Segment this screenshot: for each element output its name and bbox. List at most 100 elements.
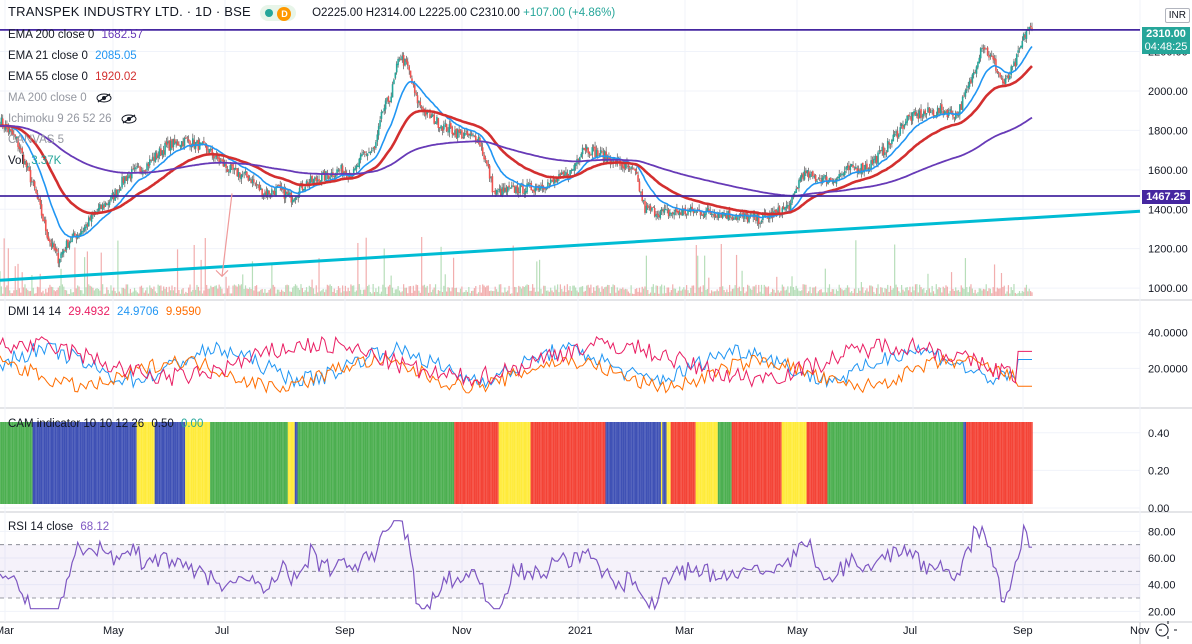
legend-rsi[interactable]: RSI 14 close 68.12 <box>8 521 109 533</box>
symbol-title[interactable]: TRANSPEK INDUSTRY LTD. · 1D · BSE <box>8 4 251 19</box>
volume-bar <box>648 293 650 296</box>
cam-bar <box>210 422 212 504</box>
candle-body <box>735 217 738 220</box>
volume-bar <box>312 288 315 296</box>
candle-body <box>920 109 922 119</box>
legend-canvas[interactable]: CANVAS 5 <box>8 134 64 146</box>
candle-body <box>352 169 355 176</box>
legend-ema21[interactable]: EMA 21 close 0 2085.05 <box>8 50 137 62</box>
volume-bar <box>644 286 646 296</box>
candle-body <box>29 170 32 183</box>
volume-bar <box>834 293 836 296</box>
candle-body <box>1021 40 1024 48</box>
volume-bar <box>235 285 237 296</box>
status-pill[interactable]: D <box>260 4 297 22</box>
currency-selector[interactable]: INR <box>1164 8 1190 23</box>
candle-body <box>659 211 662 218</box>
cam-bar <box>68 422 71 504</box>
candle-body <box>910 116 913 122</box>
legend-ma200[interactable]: MA 200 close 0 <box>8 92 112 104</box>
cam-bar <box>512 422 514 504</box>
volume-bar <box>452 257 455 296</box>
volume-bar <box>436 293 438 296</box>
volume-bar <box>540 288 542 296</box>
candle-body <box>519 184 521 194</box>
candle-body <box>699 211 702 216</box>
volume-bar <box>629 293 631 296</box>
hidden-eye-icon[interactable] <box>121 114 137 124</box>
cam-bar <box>605 422 607 504</box>
cam-bar <box>889 422 892 504</box>
candle-body <box>483 154 485 160</box>
candle-body <box>663 209 666 213</box>
legend-ichimoku[interactable]: Ichimoku 9 26 52 26 <box>8 113 137 125</box>
legend-dmi[interactable]: DMI 14 14 29.4932 24.9706 9.9590 <box>8 306 201 318</box>
candle-body <box>165 141 168 145</box>
candle-body <box>49 239 51 243</box>
volume-bar <box>110 285 112 296</box>
volume-bar <box>107 289 109 296</box>
volume-bar <box>888 291 890 296</box>
candle-body <box>674 209 677 212</box>
legend-volume[interactable]: Vol 3.37K <box>8 155 61 167</box>
volume-bar <box>70 289 72 296</box>
candle-body <box>630 167 632 169</box>
cam-bar <box>737 422 739 504</box>
candle-body <box>364 151 366 153</box>
volume-bar <box>742 287 745 296</box>
cam-bar <box>791 422 793 504</box>
cam-bar <box>289 422 291 504</box>
cam-bar <box>949 422 951 504</box>
cam-bar <box>144 422 147 504</box>
candle-body <box>68 242 71 248</box>
volume-bar <box>791 276 793 296</box>
candle-body <box>431 114 434 116</box>
cam-bar <box>942 422 944 504</box>
cam-bar <box>328 422 330 504</box>
cam-bar <box>1004 422 1007 504</box>
cam-bar <box>330 422 333 504</box>
candle-body <box>896 130 899 138</box>
candle-body <box>755 214 757 221</box>
volume-bar <box>433 287 435 296</box>
cam-bar <box>821 422 824 504</box>
candle-body <box>253 179 255 183</box>
hidden-eye-icon[interactable] <box>96 93 112 103</box>
candle-body <box>351 176 354 178</box>
cam-bar <box>884 422 886 504</box>
volume-bar <box>505 291 507 296</box>
cam-bar <box>186 422 188 504</box>
cam-bar <box>162 422 165 504</box>
candle-body <box>407 61 409 66</box>
volume-bar <box>268 289 270 296</box>
legend-cam[interactable]: CAM indicator 10 10 12 26 0.50 0.00 <box>8 418 203 430</box>
cam-bar <box>950 422 953 504</box>
legend-ema55[interactable]: EMA 55 close 0 1920.02 <box>8 71 137 83</box>
volume-bar <box>698 287 700 296</box>
legend-ema200[interactable]: EMA 200 close 0 1682.57 <box>8 29 143 41</box>
cam-bar <box>122 422 125 504</box>
cam-bar <box>384 422 387 504</box>
volume-bar <box>494 286 496 296</box>
volume-bar <box>462 292 464 296</box>
cam-bar <box>534 422 537 504</box>
cam-bar <box>913 422 915 504</box>
candle-body <box>1025 30 1028 39</box>
time-tick-label: 2021 <box>568 625 592 637</box>
volume-bar <box>150 287 152 296</box>
cam-bar <box>527 422 530 504</box>
cam-bar <box>666 422 668 504</box>
candle-body <box>31 181 33 183</box>
volume-bar <box>253 290 255 296</box>
time-tick-label: Sep <box>1013 625 1033 637</box>
candle-body <box>501 187 503 196</box>
candle-body <box>185 137 187 139</box>
volume-bar <box>497 291 499 296</box>
volume-bar <box>907 290 910 296</box>
candle-body <box>497 190 499 192</box>
cam-bar <box>286 422 288 504</box>
volume-bar <box>913 290 915 296</box>
volume-bar <box>980 288 982 296</box>
volume-bar <box>568 290 570 296</box>
